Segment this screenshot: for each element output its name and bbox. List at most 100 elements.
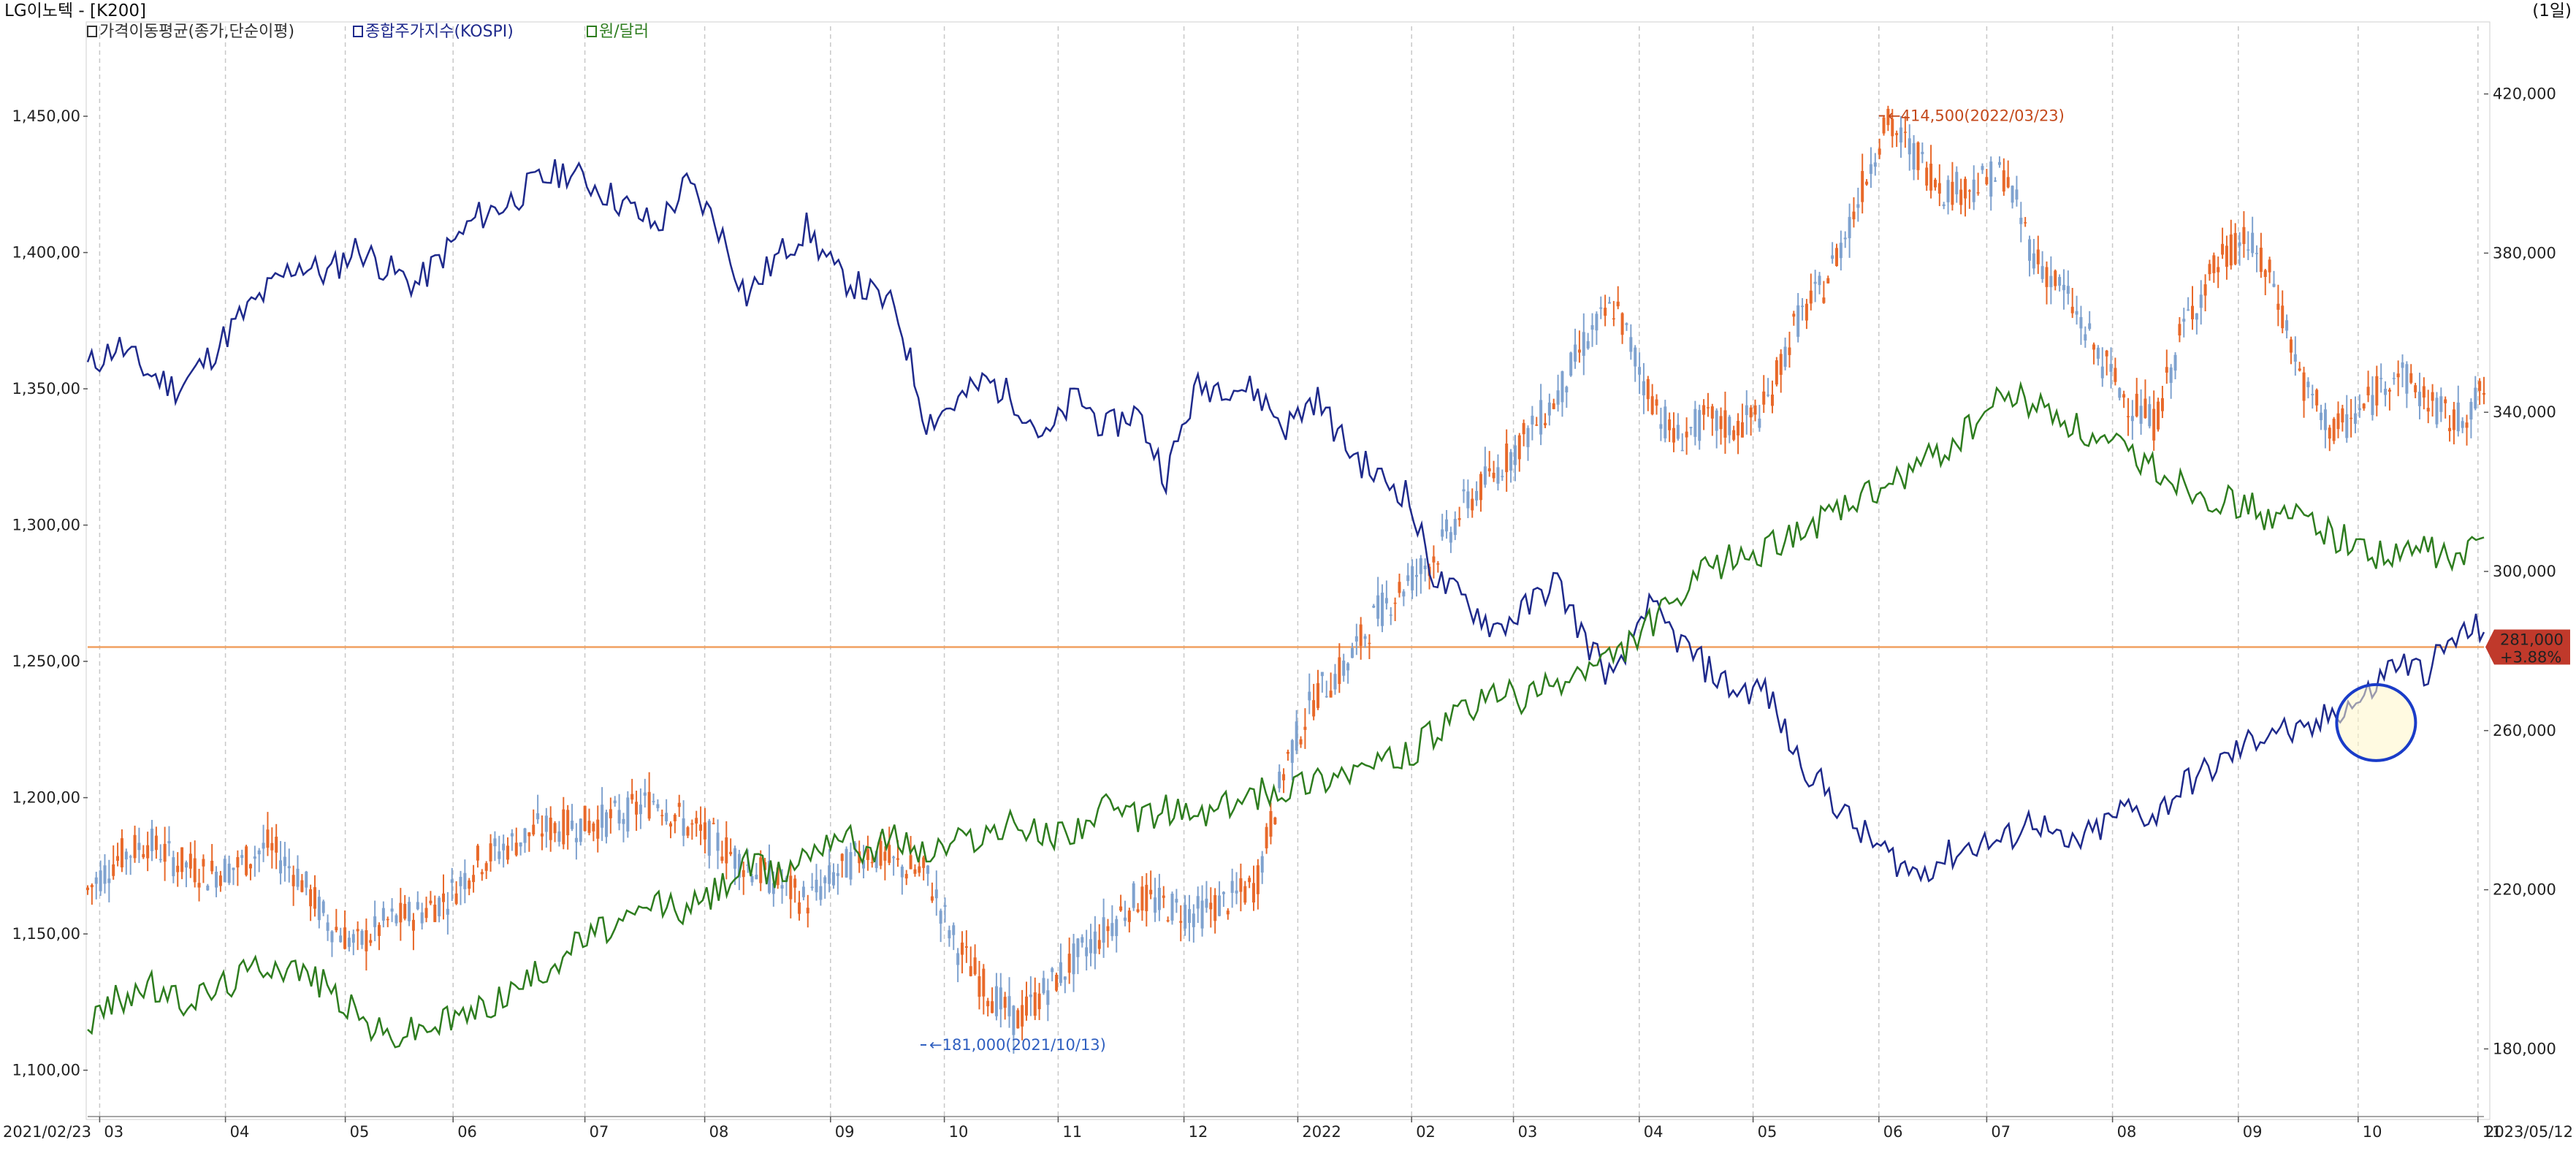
- price-candle-body-143: [699, 824, 703, 831]
- price-candle-body-24: [188, 853, 192, 869]
- price-candle-body-290: [1329, 691, 1333, 698]
- price-candle-body-231: [1076, 938, 1080, 957]
- price-candle-body-476: [2126, 416, 2130, 418]
- price-candle-body-451: [2019, 217, 2023, 224]
- left-tick-label-4: 1,300,00: [12, 517, 80, 534]
- price-candle-body-547: [2431, 392, 2434, 401]
- price-candle-body-406: [1826, 278, 1830, 284]
- price-candle-body-483: [2157, 401, 2160, 430]
- price-candle-body-279: [1282, 774, 1286, 780]
- price-candle-body-423: [1899, 127, 1903, 143]
- price-candle-body-146: [712, 823, 715, 824]
- price-candle-body-430: [1929, 163, 1933, 191]
- price-candle-body-27: [202, 859, 205, 867]
- price-candle-body-294: [1346, 663, 1350, 671]
- price-candle-body-8: [120, 838, 123, 868]
- price-candle-body-31: [218, 875, 222, 886]
- price-candle-body-155: [750, 876, 754, 883]
- price-candle-body-462: [2066, 286, 2070, 294]
- price-candle-body-314: [1432, 556, 1436, 563]
- price-candle-body-541: [2405, 364, 2409, 394]
- price-candle-body-301: [1376, 595, 1380, 619]
- price-candle-body-166: [798, 902, 801, 914]
- price-candle-body-148: [720, 856, 724, 861]
- price-candle-body-492: [2195, 313, 2198, 320]
- x-tick-label-19: 10: [2363, 1123, 2382, 1141]
- price-candle-body-542: [2409, 373, 2413, 383]
- price-candle-body-44: [275, 837, 278, 853]
- price-candle-body-197: [930, 896, 934, 901]
- price-candle-body-286: [1312, 700, 1316, 717]
- price-candle-body-554: [2461, 421, 2464, 428]
- x-tick-label-7: 10: [949, 1123, 969, 1141]
- price-candle-body-498: [2221, 243, 2225, 255]
- price-candle-body-387: [1745, 405, 1748, 415]
- price-candle-body-445: [1994, 180, 1997, 182]
- price-candle-body-512: [2281, 305, 2285, 329]
- x-axis: 03 04 05 06 07 08 09 10 11 12 2022 02 03 04 05 06 07 08 09…: [3, 1116, 2573, 1141]
- price-candle-body-536: [2384, 389, 2388, 395]
- price-candle-body-466: [2084, 334, 2087, 341]
- price-candle-body-485: [2165, 367, 2168, 373]
- price-candle-body-285: [1308, 691, 1311, 701]
- price-candle-body-199: [939, 910, 942, 924]
- price-candle-body-341: [1547, 402, 1551, 416]
- price-candle-body-212: [994, 986, 998, 1016]
- price-candle-body-74: [403, 903, 407, 919]
- price-candle-body-418: [1878, 148, 1881, 155]
- price-candle-body-170: [815, 879, 818, 893]
- price-candle-body-426: [1912, 142, 1916, 170]
- price-candle-body-203: [956, 953, 960, 965]
- price-candle-body-135: [665, 813, 668, 821]
- price-candle-body-326: [1483, 466, 1487, 485]
- price-candle-body-40: [257, 850, 261, 855]
- price-candle-body-359: [1625, 323, 1628, 325]
- price-candle-body-337: [1531, 415, 1534, 425]
- price-candle-body-515: [2293, 354, 2297, 362]
- right-tick-label-3: 300,000: [2493, 563, 2556, 580]
- price-candle-body-334: [1517, 435, 1521, 460]
- price-candle-body-447: [2002, 170, 2005, 192]
- price-candle-body-391: [1762, 391, 1766, 405]
- price-candle-body-293: [1342, 661, 1346, 676]
- price-candle-body-484: [2160, 398, 2164, 411]
- price-candle-body-376: [1698, 410, 1702, 441]
- price-candle-body-127: [630, 794, 634, 800]
- price-candle-body-283: [1299, 739, 1303, 745]
- price-candle-body-422: [1895, 133, 1899, 135]
- price-candle-body-121: [604, 812, 608, 837]
- right-axis: 180,000 220,000 260,000 300,000 340,000 380,0…: [2484, 85, 2570, 1057]
- price-candle-body-133: [656, 804, 660, 808]
- price-candle-body-296: [1354, 636, 1358, 642]
- price-candle-body-329: [1496, 467, 1500, 484]
- price-candle-body-91: [476, 845, 479, 861]
- price-candle-body-394: [1775, 360, 1778, 385]
- price-candle-body-508: [2263, 270, 2267, 277]
- price-candle-body-385: [1737, 420, 1740, 436]
- price-candle-body-175: [836, 872, 839, 876]
- x-tick-label-17: 08: [2117, 1123, 2137, 1141]
- price-candle-body-501: [2233, 232, 2237, 265]
- price-candle-body-480: [2144, 398, 2147, 418]
- price-candle-body-83: [442, 893, 446, 902]
- price-candle-body-428: [1921, 151, 1924, 154]
- x-tick-label-2: 05: [350, 1123, 370, 1141]
- price-candle-body-291: [1333, 674, 1337, 690]
- price-candle-body-467: [2088, 323, 2092, 330]
- price-candle-body-552: [2452, 409, 2455, 430]
- price-candle-body-446: [1997, 161, 2001, 165]
- price-candle-body-358: [1620, 313, 1624, 335]
- price-candle-body-174: [831, 872, 835, 886]
- price-candle-body-409: [1839, 243, 1843, 259]
- price-candle-body-52: [309, 889, 313, 907]
- price-candle-body-3: [99, 870, 102, 891]
- price-candle-body-99: [510, 833, 514, 837]
- period-label: (1일): [2532, 1, 2572, 20]
- price-candle-body-497: [2217, 267, 2220, 273]
- price-candle-body-208: [978, 976, 981, 997]
- price-candle-body-259: [1196, 896, 1200, 909]
- price-candle-body-439: [1967, 190, 1971, 192]
- price-candle-body-16: [154, 835, 158, 851]
- x-tick-label-14: 05: [1758, 1123, 1777, 1141]
- price-candle-body-396: [1783, 346, 1787, 367]
